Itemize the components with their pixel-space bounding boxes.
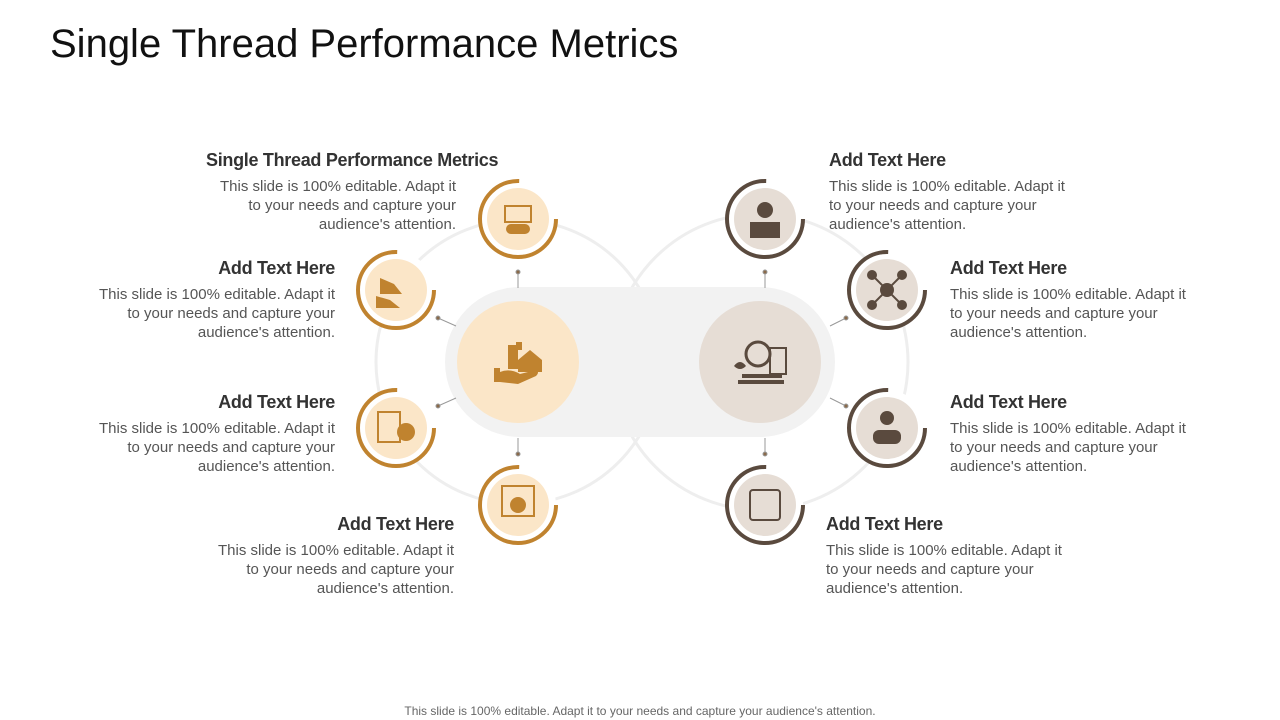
heading: Add Text Here bbox=[950, 258, 1067, 278]
node bbox=[725, 179, 805, 259]
heading: Add Text Here bbox=[950, 392, 1067, 412]
slide-title: Single Thread Performance Metrics bbox=[50, 22, 679, 66]
text-block: Add Text Here This slide is 100% editable… bbox=[204, 514, 454, 598]
hub-left-icon bbox=[494, 342, 542, 384]
node bbox=[847, 250, 927, 330]
body: This slide is 100% editable. Adapt it to… bbox=[218, 542, 454, 597]
text-block: Single Thread Performance Metrics This sl… bbox=[206, 150, 499, 234]
heading: Add Text Here bbox=[337, 514, 454, 534]
text-block: Add Text Here This slide is 100% editable… bbox=[826, 514, 1076, 598]
body: This slide is 100% editable. Adapt it to… bbox=[99, 420, 335, 475]
body: This slide is 100% editable. Adapt it to… bbox=[950, 286, 1186, 341]
heading: Single Thread Performance Metrics bbox=[206, 150, 499, 170]
text-block: Add Text Here This slide is 100% editable… bbox=[950, 392, 1200, 476]
text-block: Add Text Here This slide is 100% editable… bbox=[85, 258, 335, 342]
node bbox=[478, 465, 558, 545]
body: This slide is 100% editable. Adapt it to… bbox=[826, 542, 1062, 597]
node bbox=[356, 388, 436, 468]
heading: Add Text Here bbox=[826, 514, 943, 534]
heading: Add Text Here bbox=[218, 392, 335, 412]
body: This slide is 100% editable. Adapt it to… bbox=[950, 420, 1186, 475]
icon-nodes bbox=[356, 179, 927, 545]
footer: This slide is 100% editable. Adapt it to… bbox=[404, 704, 876, 718]
text-block: Add Text Here This slide is 100% editable… bbox=[829, 150, 1079, 234]
body: This slide is 100% editable. Adapt it to… bbox=[220, 178, 456, 233]
body: This slide is 100% editable. Adapt it to… bbox=[99, 286, 335, 341]
text-block: Add Text Here This slide is 100% editable… bbox=[85, 392, 335, 476]
node bbox=[478, 179, 558, 259]
node bbox=[725, 465, 805, 545]
node bbox=[847, 388, 927, 468]
text-block: Add Text Here This slide is 100% editable… bbox=[950, 258, 1200, 342]
body: This slide is 100% editable. Adapt it to… bbox=[829, 178, 1065, 233]
node bbox=[356, 250, 436, 330]
heading: Add Text Here bbox=[218, 258, 335, 278]
heading: Add Text Here bbox=[829, 150, 946, 170]
connectors bbox=[435, 269, 849, 457]
hub-right bbox=[699, 301, 821, 423]
hub-right-icon bbox=[734, 340, 787, 384]
